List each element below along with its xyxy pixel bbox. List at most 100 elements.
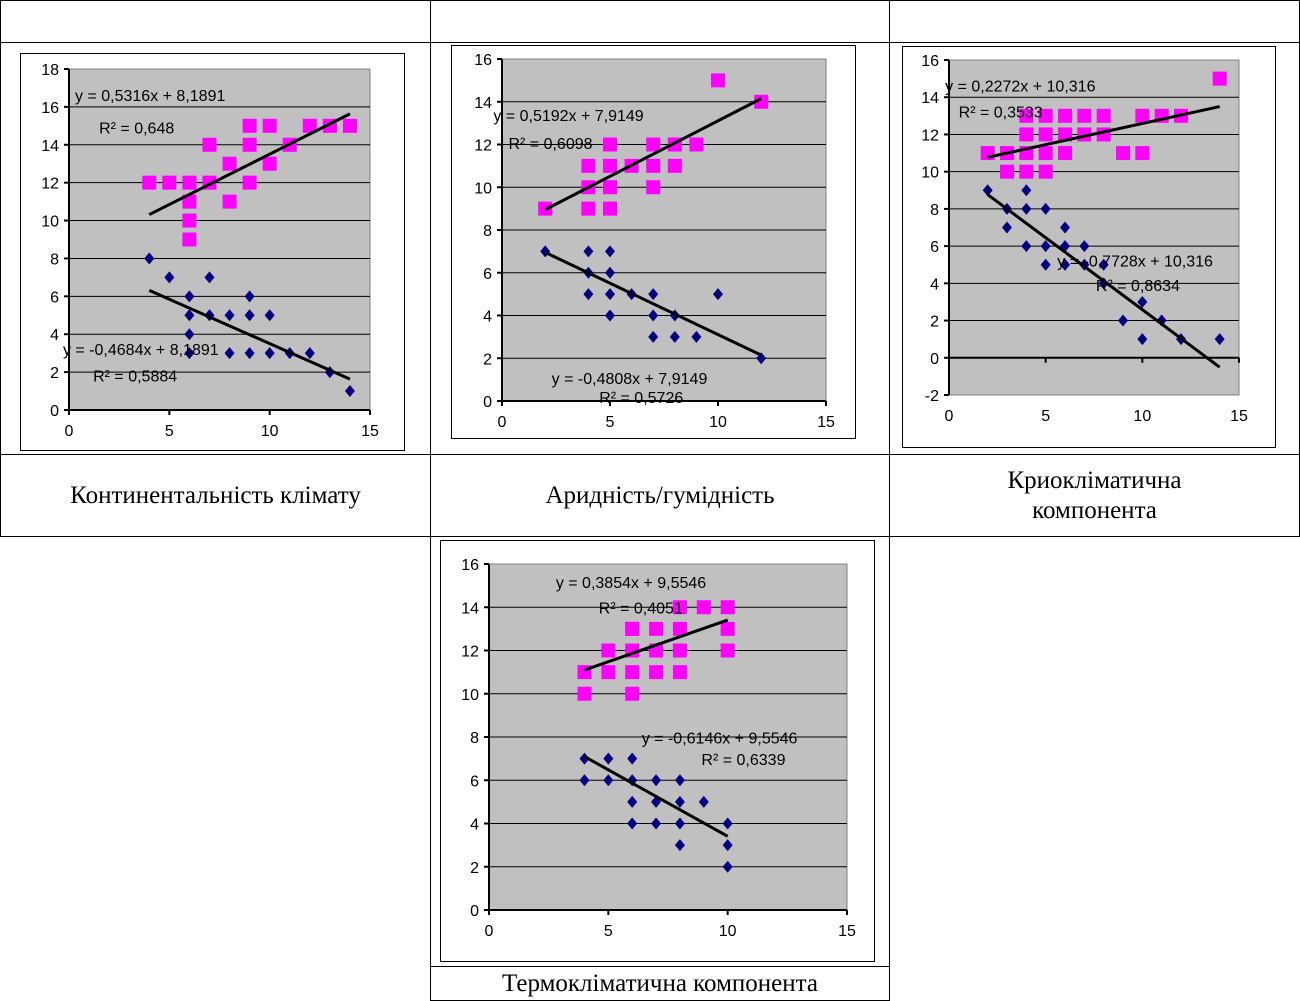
data-point-square: [625, 621, 640, 636]
trendline-annotation: y = -0,6146x + 9,5546: [642, 730, 798, 747]
y-tick-label: 16: [461, 557, 479, 574]
y-tick-label: 8: [470, 730, 479, 747]
data-point-diamond: [244, 309, 255, 322]
trendline: [987, 105, 1220, 159]
data-point-square: [601, 665, 616, 680]
x-tick-label: 15: [1230, 408, 1248, 425]
data-point-square: [1019, 108, 1034, 123]
trendline: [148, 288, 351, 381]
trendline: [583, 618, 729, 672]
data-point-diamond: [1137, 295, 1148, 308]
trendline-annotation: y = 0,2272x + 10,316: [945, 79, 1095, 96]
table-header-cell-1: [0, 0, 431, 43]
data-point-diamond: [627, 795, 638, 808]
y-tick-label: 6: [470, 773, 479, 790]
data-point-square: [649, 665, 664, 680]
data-point-diamond: [224, 347, 235, 360]
y-tick-label: 0: [50, 403, 59, 420]
data-point-square: [720, 621, 735, 636]
data-point-diamond: [1021, 184, 1032, 197]
y-tick-label: 6: [50, 289, 59, 306]
caption-cryoclimatic: Криокліматична компонента: [889, 454, 1300, 537]
caption-continentality: Континентальність клімату: [0, 454, 431, 537]
y-tick-label: 4: [470, 817, 479, 834]
data-point-diamond: [344, 385, 355, 398]
data-point-diamond: [1118, 314, 1128, 327]
trendline-annotation: R² = 0,5726: [599, 390, 683, 407]
scatter-chart-aridity: 0 2 4 6 8 10 12 14 16 0 5 10 15 y = 0,5192x + 7,9149 R…: [451, 45, 856, 439]
y-tick-label: 14: [921, 90, 939, 107]
data-point-diamond: [722, 839, 733, 852]
data-point-square: [603, 137, 617, 152]
trendline: [544, 251, 762, 357]
y-tick-label: 4: [483, 309, 492, 326]
data-point-diamond: [1214, 333, 1225, 346]
y-tick-label: -2: [925, 388, 939, 405]
y-tick-label: 8: [930, 202, 939, 219]
data-point-square: [696, 600, 711, 615]
data-point-diamond: [1040, 240, 1051, 253]
caption-aridity: Аридність/гумідність: [430, 454, 890, 537]
data-point-square: [1019, 164, 1034, 179]
y-tick-label: 0: [470, 903, 479, 920]
data-point-square: [1038, 108, 1053, 123]
data-point-square: [720, 600, 735, 615]
data-point-diamond: [184, 328, 195, 341]
data-point-diamond: [648, 330, 659, 343]
data-point-square: [672, 621, 687, 636]
data-point-square: [581, 158, 596, 173]
y-tick-label: 14: [474, 95, 492, 112]
data-point-diamond: [184, 347, 195, 360]
trendline: [986, 193, 1221, 369]
data-point-square: [1058, 108, 1072, 123]
trendline-annotation: y = 0,3854x + 9,5546: [556, 575, 706, 592]
data-point-square: [1038, 127, 1053, 142]
data-point-diamond: [1079, 240, 1090, 253]
trendline-annotation: R² = 0,5884: [93, 369, 177, 386]
data-point-diamond: [1098, 277, 1109, 290]
data-point-diamond: [648, 288, 659, 301]
table-header-cell-2: [430, 0, 890, 43]
trendline-annotation: R² = 0,6339: [701, 752, 785, 769]
y-tick-label: 2: [50, 365, 59, 382]
x-tick-label: 10: [709, 414, 727, 431]
data-point-square: [603, 201, 617, 216]
plot-area: [948, 59, 1240, 396]
data-point-diamond: [583, 245, 594, 258]
data-point-diamond: [1002, 221, 1012, 234]
scatter-chart-continentality: 0 2 4 6 8 10 12 14 16 18 0 5 10 15 y = 0,5316x + 8,189…: [20, 53, 405, 451]
data-point-square: [646, 137, 661, 152]
data-point-square: [646, 158, 661, 173]
x-tick-label: 10: [1133, 408, 1151, 425]
data-point-diamond: [1060, 258, 1070, 271]
trendline-annotation: R² = 0,8634: [1096, 278, 1180, 295]
data-point-diamond: [1040, 258, 1051, 271]
data-point-square: [649, 621, 664, 636]
data-point-square: [603, 180, 617, 195]
data-point-diamond: [1040, 202, 1051, 215]
data-point-square: [603, 158, 617, 173]
data-point-square: [1096, 108, 1111, 123]
data-point-square: [1058, 127, 1072, 142]
trendline-annotation: y = -0,4684x + 8,1891: [63, 342, 219, 359]
trendline-annotation: R² = 0,648: [99, 120, 174, 137]
data-point-diamond: [1137, 333, 1148, 346]
data-point-square: [577, 686, 592, 701]
data-point-diamond: [674, 839, 685, 852]
trendline-annotation: y = 0,5192x + 7,9149: [493, 108, 643, 125]
trendline-annotation: y = 0,5316x + 8,1891: [75, 88, 225, 105]
data-point-diamond: [1021, 240, 1032, 253]
x-tick-label: 0: [485, 923, 494, 940]
data-point-square: [754, 94, 769, 109]
data-point-diamond: [603, 774, 614, 787]
data-point-square: [720, 643, 735, 658]
data-point-diamond: [674, 795, 685, 808]
trendline-annotation: R² = 0,4051: [599, 601, 683, 618]
data-point-diamond: [605, 245, 615, 258]
data-point-diamond: [1156, 314, 1167, 327]
trendline-annotation: y = -0,4808x + 7,9149: [552, 371, 708, 388]
x-tick-label: 0: [65, 423, 74, 440]
data-point-square: [711, 73, 725, 88]
data-point-diamond: [184, 290, 195, 303]
data-point-square: [162, 175, 177, 190]
